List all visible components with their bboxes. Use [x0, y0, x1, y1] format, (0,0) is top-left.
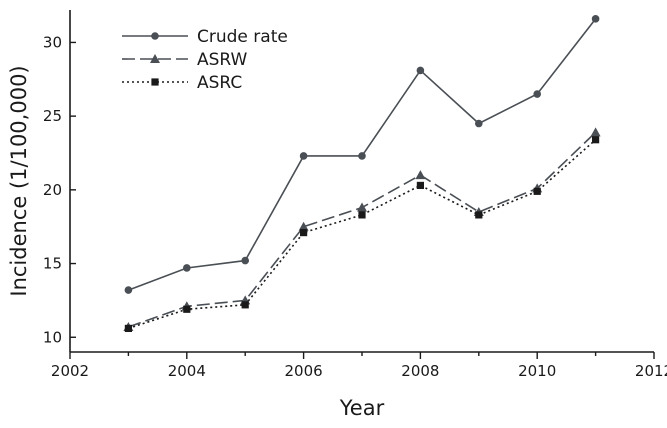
data-point	[591, 15, 600, 23]
data-point	[124, 324, 132, 333]
legend-marker	[150, 54, 160, 63]
data-point	[300, 228, 308, 237]
data-point	[358, 211, 366, 219]
x-tick-label: 2012	[635, 362, 667, 380]
series-0	[124, 15, 600, 294]
data-point	[590, 127, 601, 137]
series-layer	[123, 15, 601, 333]
data-point	[298, 221, 309, 231]
x-tick-label: 2010	[518, 362, 556, 380]
x-tick-label: 2004	[168, 362, 206, 380]
y-tick-label: 10	[43, 328, 62, 346]
y-tick-label: 15	[43, 255, 62, 273]
data-point	[415, 170, 426, 180]
data-point	[475, 211, 483, 219]
data-point	[183, 264, 191, 272]
x-tick-label: 2008	[401, 362, 439, 380]
data-point	[241, 301, 249, 309]
legend-item: Crude rate	[122, 27, 288, 47]
legend-label: Crude rate	[197, 27, 288, 47]
data-point	[533, 90, 541, 98]
data-point	[358, 152, 366, 160]
series-2	[124, 136, 600, 333]
x-ticks: 2002 2004 2006 2008 2010 2012	[51, 352, 667, 380]
data-point	[416, 181, 424, 190]
legend-item: ASRW	[122, 50, 248, 70]
data-point	[299, 152, 308, 160]
y-ticks: 10 15 20 25 30	[43, 33, 76, 346]
series-line	[128, 139, 597, 330]
legend-label: ASRW	[197, 50, 248, 70]
y-tick-label: 20	[43, 181, 62, 199]
data-point	[475, 119, 483, 128]
data-point	[592, 136, 600, 144]
data-point	[124, 286, 133, 294]
x-axis-title: Year	[339, 396, 385, 420]
data-point	[416, 66, 425, 75]
x-tick-label: 2002	[51, 362, 89, 380]
y-tick-label: 30	[43, 33, 62, 51]
y-axis-title: Incidence (1/100,000)	[7, 65, 31, 296]
data-point	[533, 187, 541, 195]
legend-item: ASRC	[122, 73, 242, 93]
legend-marker	[151, 78, 159, 86]
y-tick-label: 25	[43, 107, 62, 125]
series-line	[128, 131, 597, 328]
legend-label: ASRC	[197, 73, 242, 93]
x-tick-label: 2006	[285, 362, 323, 380]
data-point	[241, 256, 249, 265]
data-point	[357, 202, 367, 212]
axes: 10 15 20 25 30 2002 2004 2006 2008 2010 2012	[43, 10, 667, 380]
legend: Crude rate ASRW ASRC	[122, 27, 288, 93]
data-point	[183, 305, 191, 313]
legend-marker	[151, 32, 159, 40]
